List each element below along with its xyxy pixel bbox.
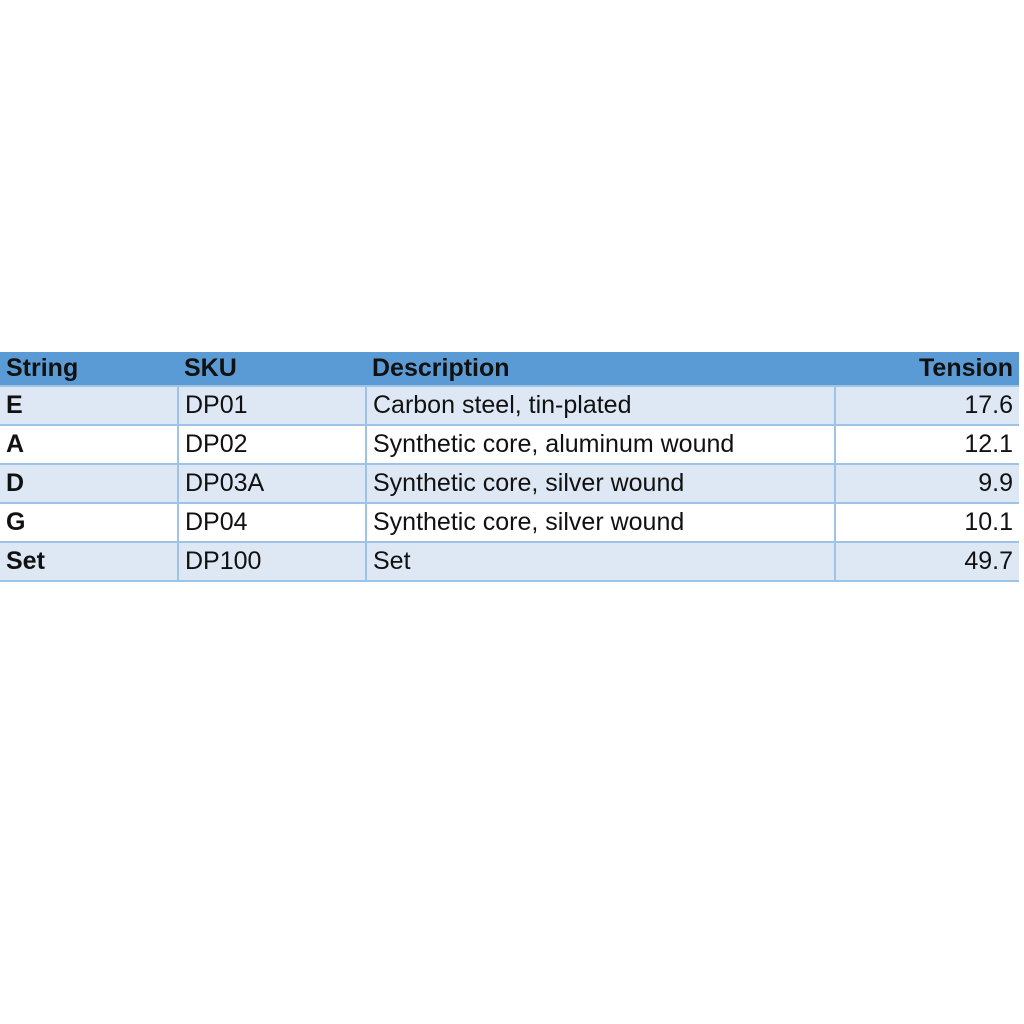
cell-string: Set	[0, 541, 179, 582]
cell-sku: DP03A	[178, 463, 367, 504]
cell-description: Synthetic core, silver wound	[366, 463, 836, 504]
header-description: Description	[366, 352, 835, 386]
cell-description: Synthetic core, aluminum wound	[366, 424, 836, 465]
header-tension: Tension	[835, 352, 1019, 386]
cell-string: G	[0, 502, 179, 543]
cell-sku: DP100	[178, 541, 367, 582]
table-row: A DP02 Synthetic core, aluminum wound 12.1	[0, 424, 1019, 465]
cell-string: D	[0, 463, 179, 504]
cell-description: Carbon steel, tin-plated	[366, 385, 836, 426]
cell-tension: 17.6	[835, 385, 1019, 426]
cell-tension: 49.7	[835, 541, 1019, 582]
table-row: E DP01 Carbon steel, tin-plated 17.6	[0, 385, 1019, 426]
cell-sku: DP04	[178, 502, 367, 543]
header-sku: SKU	[178, 352, 366, 386]
cell-tension: 10.1	[835, 502, 1019, 543]
cell-description: Set	[366, 541, 836, 582]
cell-string: E	[0, 385, 179, 426]
cell-string: A	[0, 424, 179, 465]
string-tension-table: String SKU Description Tension E DP01 Carb…	[0, 352, 1019, 582]
cell-sku: DP02	[178, 424, 367, 465]
header-row: String SKU Description Tension	[0, 352, 1019, 386]
table-row: D DP03A Synthetic core, silver wound 9.9	[0, 463, 1019, 504]
cell-tension: 12.1	[835, 424, 1019, 465]
table-row: Set DP100 Set 49.7	[0, 541, 1019, 582]
header-string: String	[0, 352, 178, 386]
cell-tension: 9.9	[835, 463, 1019, 504]
cell-sku: DP01	[178, 385, 367, 426]
table-row: G DP04 Synthetic core, silver wound 10.1	[0, 502, 1019, 543]
cell-description: Synthetic core, silver wound	[366, 502, 836, 543]
